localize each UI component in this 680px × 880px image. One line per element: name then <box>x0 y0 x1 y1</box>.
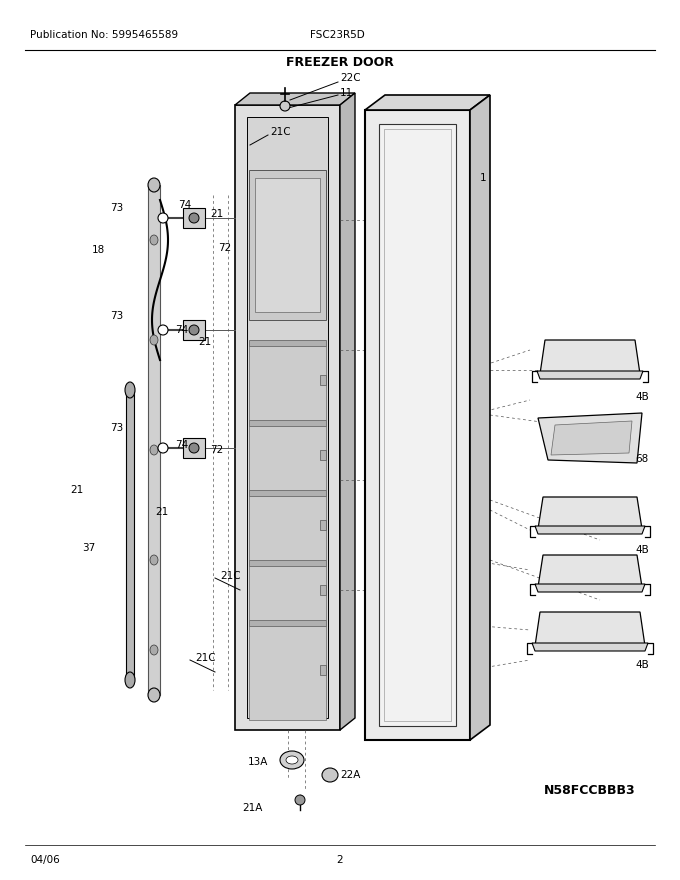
Polygon shape <box>538 497 642 529</box>
Text: Publication No: 5995465589: Publication No: 5995465589 <box>30 30 178 40</box>
Polygon shape <box>255 178 320 312</box>
Ellipse shape <box>158 213 168 223</box>
Text: 74: 74 <box>178 200 191 210</box>
Text: 73: 73 <box>110 311 123 321</box>
Ellipse shape <box>158 325 168 335</box>
Text: 2: 2 <box>337 855 343 865</box>
Polygon shape <box>249 560 326 566</box>
Text: 04/06: 04/06 <box>30 855 60 865</box>
Bar <box>183 438 205 458</box>
Ellipse shape <box>158 443 168 453</box>
Bar <box>320 375 326 385</box>
Polygon shape <box>535 584 645 592</box>
Text: 73: 73 <box>110 203 123 213</box>
Text: FSC23R5D: FSC23R5D <box>310 30 364 40</box>
Ellipse shape <box>148 178 160 192</box>
Ellipse shape <box>280 101 290 111</box>
Polygon shape <box>126 390 134 680</box>
Text: 68: 68 <box>635 454 648 464</box>
Text: 22A: 22A <box>340 770 360 780</box>
Ellipse shape <box>125 672 135 688</box>
Text: 73: 73 <box>110 423 123 433</box>
Bar <box>183 320 205 340</box>
Polygon shape <box>249 626 326 720</box>
Ellipse shape <box>125 382 135 398</box>
Text: 37: 37 <box>82 543 95 553</box>
Polygon shape <box>538 413 642 463</box>
Bar <box>320 585 326 595</box>
Text: N58FCCBBB3: N58FCCBBB3 <box>544 783 636 796</box>
Text: 72: 72 <box>218 243 231 253</box>
Polygon shape <box>540 340 640 374</box>
Polygon shape <box>148 185 160 695</box>
Polygon shape <box>249 620 326 626</box>
Text: 4B: 4B <box>635 660 649 670</box>
Text: 74: 74 <box>175 325 188 335</box>
Ellipse shape <box>189 325 199 335</box>
Polygon shape <box>340 93 355 730</box>
Polygon shape <box>249 496 326 560</box>
Ellipse shape <box>150 335 158 345</box>
Text: 4B: 4B <box>635 545 649 555</box>
Text: 11: 11 <box>340 88 353 98</box>
Ellipse shape <box>189 213 199 223</box>
Text: 4B: 4B <box>635 392 649 402</box>
Polygon shape <box>551 421 632 455</box>
Polygon shape <box>365 110 470 740</box>
Bar <box>320 450 326 460</box>
Bar <box>320 520 326 530</box>
Polygon shape <box>249 170 326 320</box>
Ellipse shape <box>150 235 158 245</box>
Text: 21A: 21A <box>242 803 262 813</box>
Ellipse shape <box>280 751 304 769</box>
Bar <box>384 129 451 721</box>
Text: 74: 74 <box>175 440 188 450</box>
Bar <box>247 117 328 718</box>
Ellipse shape <box>150 555 158 565</box>
Ellipse shape <box>286 756 298 764</box>
Polygon shape <box>538 555 642 587</box>
Text: 21C: 21C <box>195 653 216 663</box>
Polygon shape <box>537 371 643 379</box>
Polygon shape <box>249 426 326 490</box>
Polygon shape <box>249 420 326 426</box>
Text: 21: 21 <box>210 209 223 219</box>
Text: 21C: 21C <box>270 127 290 137</box>
Text: 18: 18 <box>92 245 105 255</box>
Ellipse shape <box>189 443 199 453</box>
Polygon shape <box>235 93 355 105</box>
Text: 21: 21 <box>155 507 168 517</box>
Text: 22C: 22C <box>340 73 360 83</box>
Bar <box>183 208 205 228</box>
Polygon shape <box>535 526 645 534</box>
Ellipse shape <box>148 688 160 702</box>
Polygon shape <box>470 95 490 740</box>
Text: 72: 72 <box>210 445 223 455</box>
Text: FREEZER DOOR: FREEZER DOOR <box>286 55 394 69</box>
Ellipse shape <box>150 645 158 655</box>
Text: 1: 1 <box>480 173 487 183</box>
Polygon shape <box>235 105 340 730</box>
Text: 13A: 13A <box>248 757 269 767</box>
Bar <box>379 124 456 726</box>
Polygon shape <box>249 566 326 620</box>
Polygon shape <box>249 346 326 420</box>
Polygon shape <box>249 340 326 346</box>
Text: 21: 21 <box>198 337 211 347</box>
Ellipse shape <box>322 768 338 782</box>
Ellipse shape <box>150 445 158 455</box>
Bar <box>320 665 326 675</box>
Polygon shape <box>532 643 648 651</box>
Ellipse shape <box>295 795 305 805</box>
Polygon shape <box>535 612 645 646</box>
Text: 21C: 21C <box>220 571 241 581</box>
Polygon shape <box>249 490 326 496</box>
Polygon shape <box>365 95 490 110</box>
Text: 21: 21 <box>70 485 83 495</box>
